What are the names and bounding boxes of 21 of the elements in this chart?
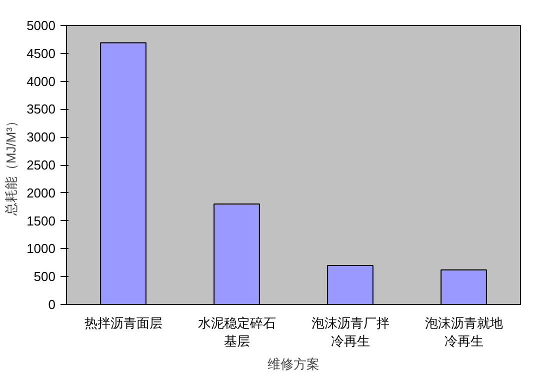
y-tick-label: 3000 xyxy=(26,130,56,145)
x-tick-label: 热拌沥青面层 xyxy=(84,316,162,330)
y-tick-label: 3500 xyxy=(26,102,56,117)
x-tick-label: 泡沫沥青厂拌冷再生 xyxy=(311,316,390,348)
y-tick-label: 1000 xyxy=(26,241,56,256)
y-tick-label: 4500 xyxy=(26,46,56,61)
y-tick-label: 2000 xyxy=(26,185,56,200)
y-tick-label: 2500 xyxy=(26,158,56,172)
y-axis-title: 总耗能（MJ/M³） xyxy=(4,114,19,217)
bar xyxy=(440,269,487,304)
bar xyxy=(327,264,374,304)
x-tick-label: 泡沫沥青就地冷再生 xyxy=(424,316,503,348)
y-tick-label: 1500 xyxy=(26,213,56,228)
y-tick-label: 4000 xyxy=(26,74,56,89)
y-tick-label: 500 xyxy=(34,269,56,284)
y-tick-label: 0 xyxy=(48,297,56,312)
y-tick-label: 5000 xyxy=(26,18,56,33)
x-axis-title: 维修方案 xyxy=(268,356,320,372)
bar xyxy=(214,204,260,304)
bar xyxy=(100,42,146,304)
x-tick-label: 水泥稳定碎石基层 xyxy=(198,316,276,348)
